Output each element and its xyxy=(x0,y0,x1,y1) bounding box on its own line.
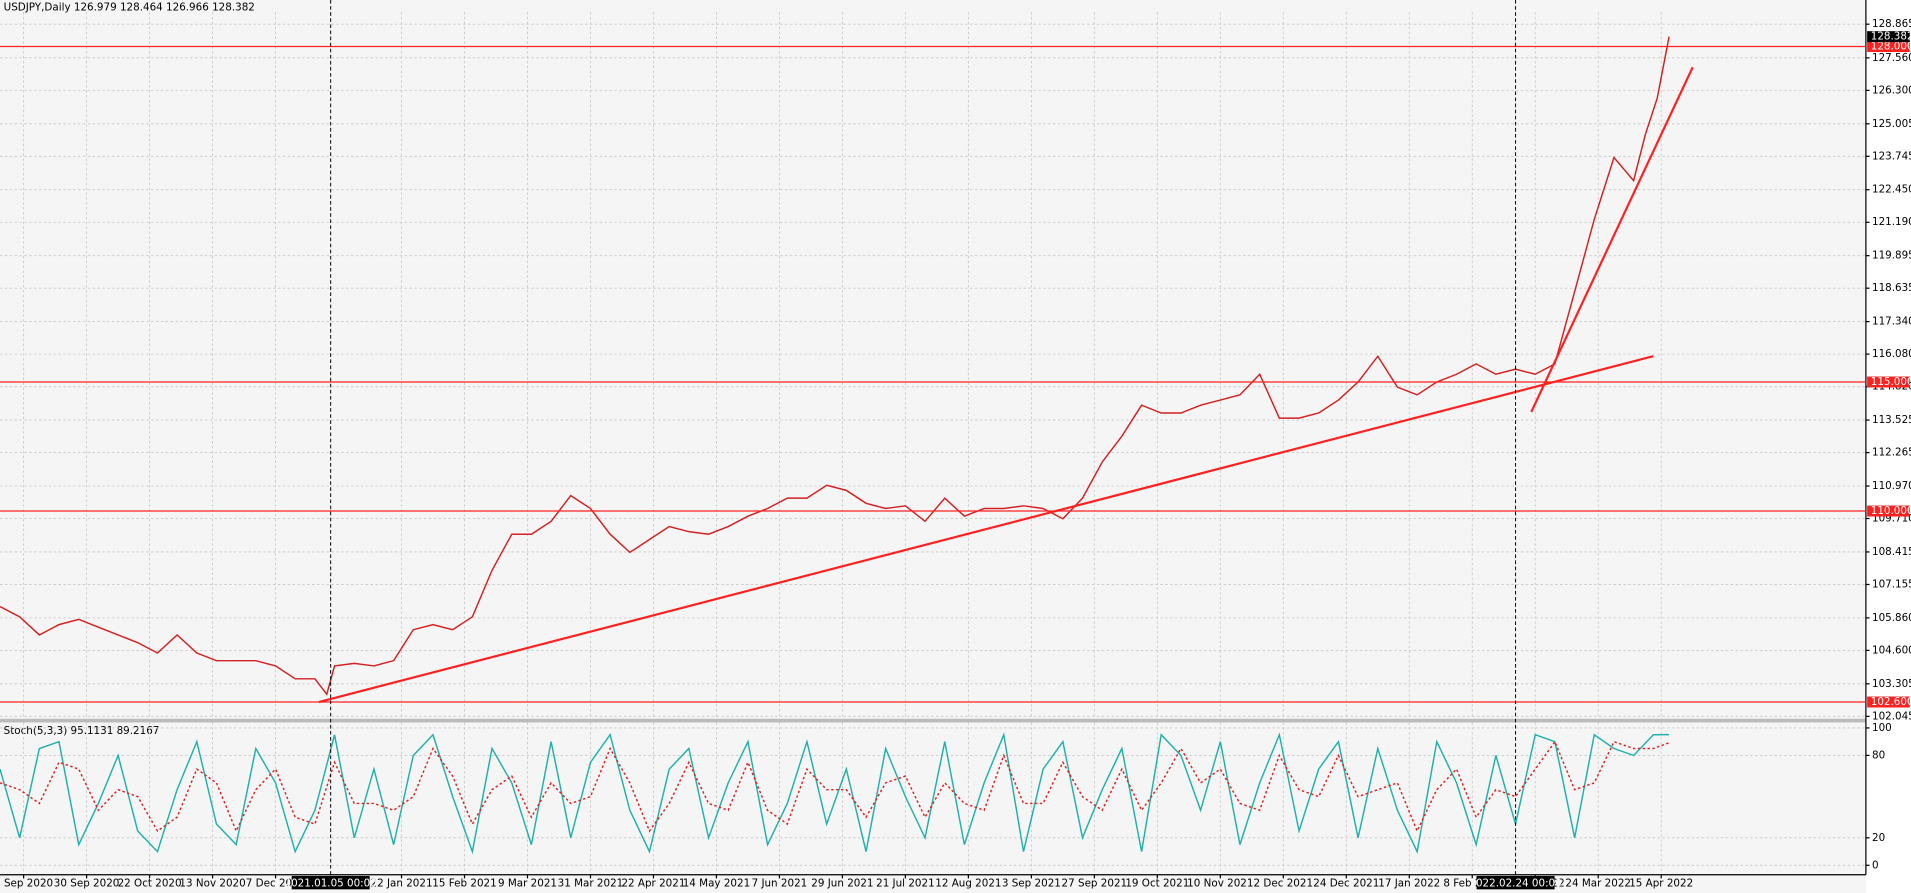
x-tick-label: 10 Nov 2021 xyxy=(1187,877,1253,889)
y-tick-label: 109.710 xyxy=(1872,513,1911,525)
y-tick-label: 113.525 xyxy=(1872,414,1911,426)
x-tick-label: 30 Sep 2020 xyxy=(54,877,120,889)
x-tick-label: 27 Sep 2021 xyxy=(1062,877,1128,889)
price-line xyxy=(0,740,1670,833)
price-axis-bg xyxy=(1865,0,1911,893)
x-tick-label: 15 Feb 2021 xyxy=(432,877,496,889)
x-tick-label: 13 Nov 2020 xyxy=(179,877,245,889)
y-tick-label: 119.895 xyxy=(1872,250,1911,262)
x-tick-label: 14 May 2021 xyxy=(683,877,750,889)
y-tick-label: 102.045 xyxy=(1872,710,1911,722)
y-tick-label: 112.265 xyxy=(1872,447,1911,459)
y-tick-label: 103.305 xyxy=(1872,678,1911,690)
y-tick-label: 100 xyxy=(1872,722,1892,734)
crosshair-label-bg xyxy=(291,875,370,890)
y-tick-label: 110.970 xyxy=(1872,480,1911,492)
x-tick-label: 24 Dec 2021 xyxy=(1313,877,1379,889)
x-tick-label: 21 Jul 2021 xyxy=(876,877,935,889)
y-tick-label: 108.415 xyxy=(1872,546,1911,558)
x-tick-label: 22 Apr 2021 xyxy=(621,877,685,889)
x-tick-label: 3 Sep 2021 xyxy=(1002,877,1061,889)
y-tick-label: 118.635 xyxy=(1872,282,1911,294)
y-tick-label: 121.190 xyxy=(1872,216,1911,228)
x-tick-label: 12 Aug 2021 xyxy=(935,877,1001,889)
crosshair-label: 2022.02.24 00:00 xyxy=(1469,877,1561,889)
y-tick-label: 116.080 xyxy=(1872,348,1911,360)
chart-title: USDJPY,Daily 126.979 128.464 126.966 128… xyxy=(4,1,255,13)
x-tick-label: 29 Jun 2021 xyxy=(811,877,873,889)
trendline xyxy=(318,355,1654,704)
crosshair-label-bg xyxy=(1476,875,1555,890)
y-tick-label: 123.745 xyxy=(1872,150,1911,162)
x-tick-label: 19 Oct 2021 xyxy=(1125,877,1189,889)
price-line xyxy=(0,732,1670,855)
level-label: 128.000 xyxy=(1871,41,1911,53)
x-tick-label: 22 Oct 2020 xyxy=(118,877,182,889)
y-tick-label: 128.865 xyxy=(1872,18,1911,30)
level-label: 115.000 xyxy=(1871,376,1911,388)
x-tick-label: 15 Apr 2022 xyxy=(1629,877,1693,889)
x-tick-label: 7 Jun 2021 xyxy=(752,877,808,889)
level-label: 110.000 xyxy=(1871,505,1911,517)
y-tick-label: 80 xyxy=(1872,749,1885,761)
trendline xyxy=(1530,66,1694,413)
x-tick-label: 9 Mar 2021 xyxy=(498,877,557,889)
current-price-label: 128.382 xyxy=(1871,31,1911,43)
x-tick-label: 17 Jan 2022 xyxy=(1378,877,1440,889)
y-tick-label: 117.340 xyxy=(1872,316,1911,328)
x-tick-label: 7 Dec 2020 xyxy=(246,877,306,889)
indicator-title: Stoch(5,3,3) 95.1131 89.2167 xyxy=(4,725,160,737)
y-tick-label: 126.300 xyxy=(1872,84,1911,96)
level-label: 102.600 xyxy=(1871,696,1911,708)
y-tick-label: 105.860 xyxy=(1872,612,1911,624)
x-tick-label: 8 Feb 2022 xyxy=(1443,877,1501,889)
y-tick-label: 125.005 xyxy=(1872,118,1911,130)
level-label-bg xyxy=(1867,696,1910,708)
price-line xyxy=(0,36,1670,696)
x-tick-label: 8 Sep 2020 xyxy=(0,877,53,889)
y-tick-label: 122.450 xyxy=(1872,184,1911,196)
current-price-bg xyxy=(1867,31,1910,43)
x-tick-label: 24 Mar 2022 xyxy=(1565,877,1631,889)
x-tick-label: 31 Mar 2021 xyxy=(558,877,624,889)
x-tick-label: 22 Jan 2021 xyxy=(371,877,433,889)
panel-separator xyxy=(0,718,1866,723)
level-label-bg xyxy=(1867,376,1910,388)
level-label-bg xyxy=(1867,505,1910,517)
y-tick-label: 20 xyxy=(1872,832,1885,844)
level-label-bg xyxy=(1867,41,1910,52)
y-tick-label: 107.155 xyxy=(1872,578,1911,590)
x-tick-label: 2 Dec 2021 xyxy=(1254,877,1314,889)
crosshair-label: 2021.01.05 00:00 xyxy=(284,877,376,889)
y-tick-label: 127.560 xyxy=(1872,52,1911,64)
y-tick-label: 0 xyxy=(1872,859,1879,871)
y-tick-label: 104.600 xyxy=(1872,644,1911,656)
